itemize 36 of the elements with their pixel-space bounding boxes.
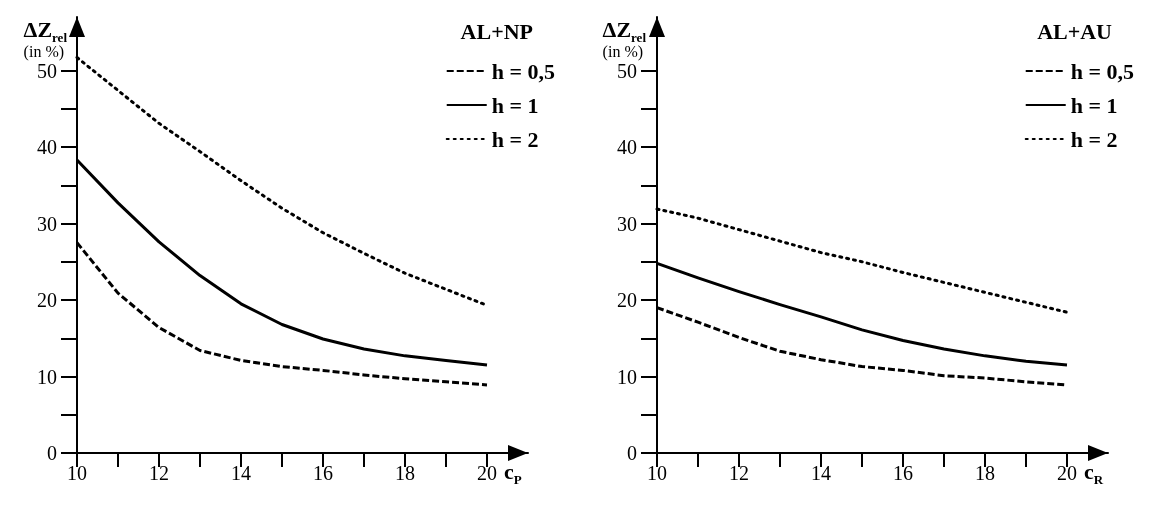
x-tick-label: 10 [67, 462, 87, 484]
y-tick-label: 30 [37, 212, 57, 235]
x-tick-label: 14 [231, 462, 251, 484]
legend-label: h = 1 [1070, 92, 1118, 118]
y-tick-label: 0 [627, 442, 637, 464]
y-axis-title: ΔZ$_{rel}$ (in %) [602, 17, 646, 60]
x-tick-label: 16 [313, 462, 333, 484]
x-axis-title: c$_{R}$ [1084, 459, 1104, 487]
x-tick-label: 20 [477, 462, 497, 484]
y-tick-label: 20 [617, 289, 637, 312]
legend-label: h = 0,5 [1070, 58, 1135, 84]
legend-title: AL+NP [460, 18, 534, 44]
legend-label: h = 2 [1070, 126, 1118, 152]
y-tick-label: 0 [47, 442, 57, 464]
x-tick-label: 18 [395, 462, 415, 484]
y-tick-label: 30 [617, 212, 637, 235]
legend-label: h = 1 [491, 92, 539, 118]
y-tick-label: 10 [37, 365, 57, 388]
y-tick-label: 40 [37, 136, 57, 159]
legend-title: AL+AU [1037, 18, 1113, 44]
legend-label: h = 2 [491, 126, 539, 152]
y-axis-title: ΔZ$_{rel}$ (in %) [23, 17, 67, 60]
x-axis-title: c$_{P}$ [504, 459, 522, 487]
x-tick-label: 20 [1057, 462, 1077, 484]
x-tick-label: 18 [975, 462, 995, 484]
x-tick-label: 12 [149, 462, 169, 484]
legend-label: h = 0,5 [491, 58, 556, 84]
x-tick-label: 12 [729, 462, 749, 484]
y-tick-label: 50 [37, 59, 57, 82]
y-tick-label: 40 [617, 136, 637, 159]
x-tick-label: 10 [647, 462, 667, 484]
y-tick-label: 50 [617, 59, 637, 82]
x-tick-label: 14 [811, 462, 831, 484]
y-tick-label: 10 [617, 365, 637, 388]
x-tick-label: 16 [893, 462, 913, 484]
y-tick-label: 20 [37, 289, 57, 312]
